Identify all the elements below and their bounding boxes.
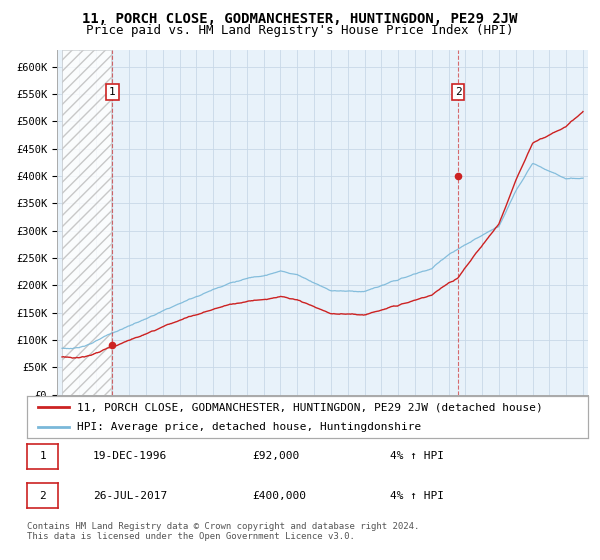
Text: 2: 2: [39, 491, 46, 501]
Text: 1: 1: [109, 87, 116, 97]
Point: [454, 172, 463, 181]
Bar: [62, 50, 111, 395]
Text: 1: 1: [39, 451, 46, 461]
Point: [107, 340, 117, 349]
Text: 2: 2: [455, 87, 461, 97]
Text: £400,000: £400,000: [252, 491, 306, 501]
Text: £92,000: £92,000: [252, 451, 299, 461]
Text: 11, PORCH CLOSE, GODMANCHESTER, HUNTINGDON, PE29 2JW: 11, PORCH CLOSE, GODMANCHESTER, HUNTINGD…: [82, 12, 518, 26]
Text: 11, PORCH CLOSE, GODMANCHESTER, HUNTINGDON, PE29 2JW (detached house): 11, PORCH CLOSE, GODMANCHESTER, HUNTINGD…: [77, 402, 543, 412]
Text: 26-JUL-2017: 26-JUL-2017: [93, 491, 167, 501]
Text: 19-DEC-1996: 19-DEC-1996: [93, 451, 167, 461]
Text: Price paid vs. HM Land Registry's House Price Index (HPI): Price paid vs. HM Land Registry's House …: [86, 24, 514, 37]
Text: HPI: Average price, detached house, Huntingdonshire: HPI: Average price, detached house, Hunt…: [77, 422, 422, 432]
Text: 4% ↑ HPI: 4% ↑ HPI: [390, 491, 444, 501]
Text: 4% ↑ HPI: 4% ↑ HPI: [390, 451, 444, 461]
Text: Contains HM Land Registry data © Crown copyright and database right 2024.
This d: Contains HM Land Registry data © Crown c…: [27, 522, 419, 542]
